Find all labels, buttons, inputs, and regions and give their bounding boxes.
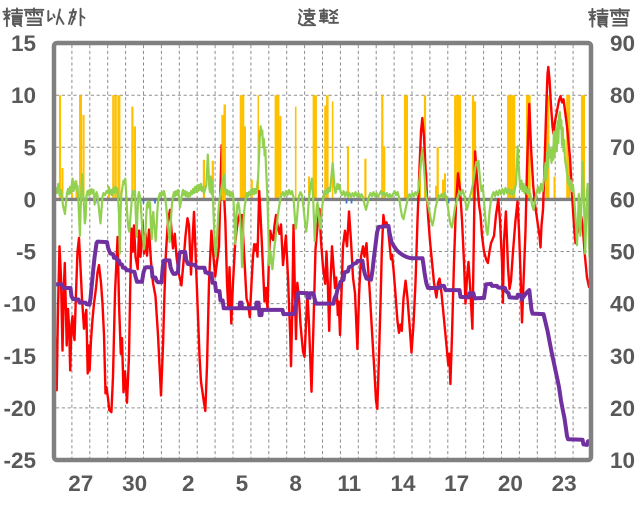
svg-text:-10: -10	[3, 292, 36, 317]
svg-text:27: 27	[68, 471, 93, 496]
svg-text:40: 40	[610, 292, 635, 317]
svg-text:50: 50	[610, 240, 635, 265]
svg-text:80: 80	[610, 83, 635, 108]
svg-text:2: 2	[182, 471, 195, 496]
svg-text:14: 14	[390, 471, 416, 496]
svg-text:30: 30	[122, 471, 147, 496]
svg-text:5: 5	[23, 135, 36, 160]
svg-text:90: 90	[610, 31, 635, 56]
svg-text:5: 5	[236, 471, 249, 496]
svg-text:-25: -25	[3, 448, 36, 473]
svg-text:11: 11	[337, 471, 361, 496]
svg-text:8: 8	[289, 471, 302, 496]
svg-text:10: 10	[11, 83, 36, 108]
svg-text:17: 17	[444, 471, 469, 496]
svg-text:60: 60	[610, 187, 635, 212]
svg-text:0: 0	[23, 187, 36, 212]
svg-text:-5: -5	[16, 240, 36, 265]
svg-text:-20: -20	[3, 396, 36, 421]
svg-text:15: 15	[11, 31, 36, 56]
svg-text:70: 70	[610, 135, 635, 160]
svg-text:-15: -15	[3, 344, 36, 369]
svg-text:23: 23	[552, 471, 577, 496]
svg-text:10: 10	[610, 448, 635, 473]
svg-text:20: 20	[610, 396, 635, 421]
svg-text:20: 20	[498, 471, 523, 496]
svg-text:30: 30	[610, 344, 635, 369]
